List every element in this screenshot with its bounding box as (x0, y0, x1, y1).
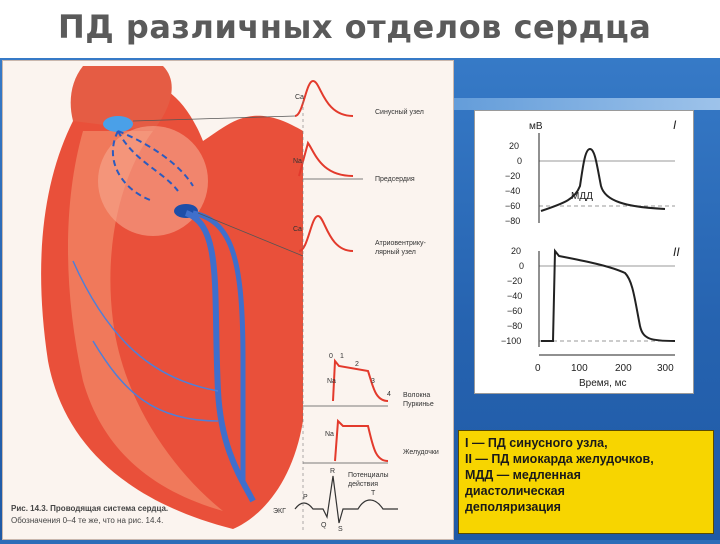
phase-1: 1 (340, 353, 344, 360)
ap-sinus (294, 79, 354, 117)
label-av-node-2: лярный узел (375, 248, 416, 256)
slide-title: ПД различных отделов сердца (58, 8, 652, 46)
legend-line-2: II — ПД миокарда желудочков, (465, 452, 654, 466)
ion-label-na2: Na (327, 378, 336, 385)
x-ticks: 0 100 200 300 (535, 363, 674, 374)
panel-i-label: I (673, 118, 677, 132)
ecg-q: Q (321, 522, 327, 529)
panel-ii-label: II (673, 245, 680, 259)
legend-line-4: диастолическая (465, 484, 565, 498)
p1-tick-m80: −80 (505, 216, 520, 226)
label-potential-1: Потенциалы (348, 472, 389, 479)
heart-illustration: Ca Na Ca Na Na 0 1 2 3 4 Синусный узел П… (11, 66, 439, 533)
p1-tick-m20: −20 (505, 171, 520, 181)
bundle-left (192, 210, 246, 481)
label-av-node-1: Атриовентрику- (375, 240, 426, 247)
mdd-label: МДД (571, 191, 593, 202)
aorta (70, 66, 172, 131)
figure-caption-1: Рис. 14.3. Проводящая система сердца. (11, 504, 168, 513)
panel-i-curve (540, 147, 666, 212)
sinus-node (103, 116, 133, 132)
x-tick-100: 100 (571, 363, 588, 374)
ap-av (298, 214, 354, 252)
ap-graphs-svg: мВ I 20 0 −20 −40 −60 −80 МДД II 20 0 −2… (501, 118, 680, 389)
ap-graphs: мВ I 20 0 −20 −40 −60 −80 МДД II 20 0 −2… (474, 110, 694, 394)
label-atria: Предсердия (375, 176, 415, 183)
y-unit-label: мВ (529, 121, 543, 132)
ap-atria (298, 140, 354, 177)
p2-tick-m60: −60 (507, 306, 522, 316)
ap-ventricles (334, 418, 389, 462)
ecg-r: R (330, 468, 335, 475)
ion-label-na1: Na (293, 158, 302, 165)
p2-tick-m80: −80 (507, 321, 522, 331)
ap-purkinje (332, 358, 389, 402)
decorative-strip (452, 98, 720, 110)
label-sinus-node: Синусный узел (375, 108, 424, 116)
ecg-s: S (338, 526, 343, 533)
legend-line-3: МДД — медленная (465, 468, 581, 482)
phase-2: 2 (355, 361, 359, 368)
panel-ii-ticks: 20 0 −20 −40 −60 −80 −100 (501, 246, 524, 346)
phase-4: 4 (387, 391, 391, 398)
panel-i-ticks: 20 0 −20 −40 −60 −80 (505, 141, 522, 226)
p2-tick-m100: −100 (501, 336, 521, 346)
x-tick-300: 300 (657, 363, 674, 374)
p1-tick-0: 0 (517, 156, 522, 166)
title-bar: ПД различных отделов сердца (0, 0, 720, 58)
label-potential-2: действия (348, 480, 378, 488)
ion-label-ca1: Ca (295, 94, 304, 101)
p1-tick-20: 20 (509, 141, 519, 151)
ion-label-ca2: Ca (293, 226, 302, 233)
heart-highlight (68, 131, 223, 511)
p2-tick-0: 0 (519, 261, 524, 271)
panel-ii-curve (541, 248, 676, 342)
ecg-t: T (371, 490, 376, 497)
figure-caption-2: Обозначения 0–4 те же, что на рис. 14.4. (11, 516, 163, 525)
x-tick-200: 200 (615, 363, 632, 374)
p1-tick-m40: −40 (505, 186, 520, 196)
p2-tick-m20: −20 (507, 276, 522, 286)
legend-line-5: деполяризация (465, 500, 561, 514)
label-ecg: ЭКГ (273, 508, 286, 515)
label-ventricles: Желудочки (403, 449, 439, 456)
ecg-trace (294, 475, 398, 524)
ecg-p: P (303, 494, 308, 501)
p2-tick-m40: −40 (507, 291, 522, 301)
x-axis-label: Время, мс (579, 378, 627, 389)
bundle-right (184, 210, 256, 503)
label-purkinje-2: Пуркинье (403, 401, 434, 408)
x-tick-0: 0 (535, 363, 541, 374)
purkinje-fibers (72, 260, 219, 422)
heart-figure: Ca Na Ca Na Na 0 1 2 3 4 Синусный узел П… (2, 60, 454, 540)
p2-tick-20: 20 (511, 246, 521, 256)
label-purkinje-1: Волокна (403, 392, 430, 399)
legend-line-1: I — ПД синусного узла, (465, 436, 608, 450)
phase-3: 3 (371, 378, 375, 385)
ion-label-na3: Na (325, 431, 334, 438)
phase-0: 0 (329, 353, 333, 360)
p1-tick-m60: −60 (505, 201, 520, 211)
legend-box: I — ПД синусного узла, II — ПД миокарда … (458, 430, 714, 534)
